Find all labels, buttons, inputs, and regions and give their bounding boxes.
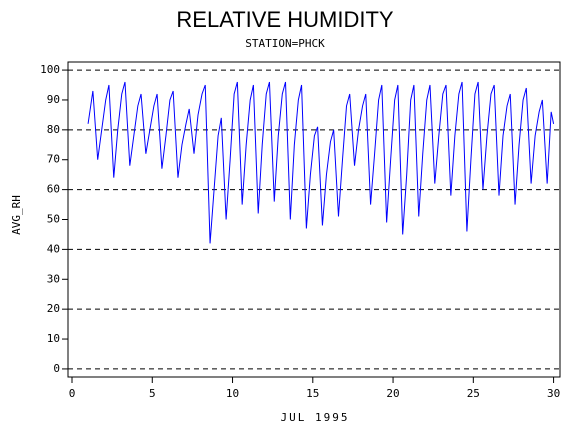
y-tick-label: 0 [53,362,60,375]
chart-title: RELATIVE HUMIDITY [176,7,394,32]
y-tick-label: 50 [47,213,60,226]
x-tick-label: 5 [149,387,156,400]
x-tick-label: 20 [386,387,399,400]
x-axis-label: JUL 1995 [281,411,350,424]
y-axis-label: AVG_RH [10,195,23,235]
y-tick-label: 60 [47,183,60,196]
chart-subtitle: STATION=PHCK [245,37,325,50]
y-tick-label: 100 [40,63,60,76]
y-tick-label: 70 [47,153,60,166]
x-tick-label: 15 [306,387,319,400]
y-tick-label: 40 [47,242,60,255]
y-tick-label: 80 [47,123,60,136]
y-tick-label: 30 [47,272,60,285]
y-tick-label: 20 [47,302,60,315]
x-tick-label: 10 [226,387,239,400]
x-tick-label: 0 [69,387,76,400]
y-tick-label: 10 [47,332,60,345]
data-line [87,81,555,244]
y-tick-label: 90 [47,93,60,106]
x-tick-label: 30 [547,387,560,400]
x-tick-label: 25 [467,387,480,400]
